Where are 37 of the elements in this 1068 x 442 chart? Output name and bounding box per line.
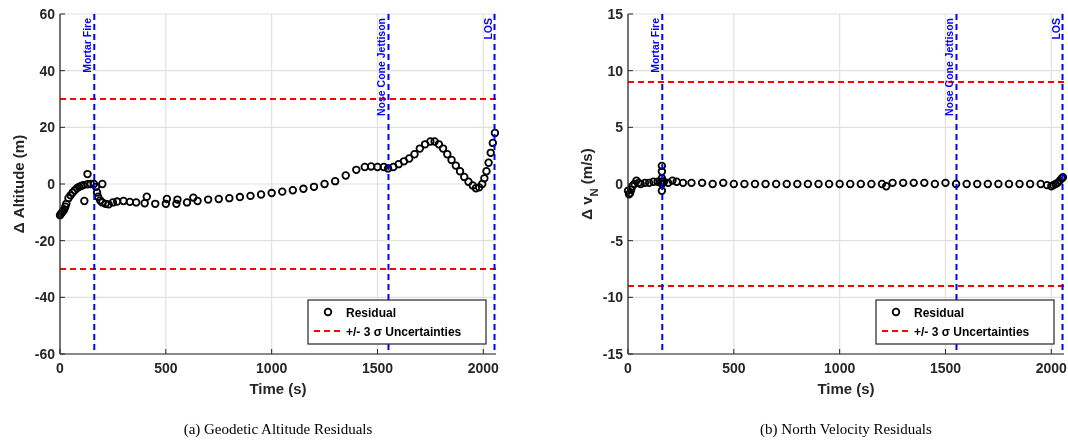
x-tick-label: 2000 [1035,360,1068,376]
ref-line-label: Mortar Fire [649,17,662,73]
x-tick-label: 500 [722,360,746,376]
y-tick-label: -10 [602,289,624,306]
y-tick-label: 60 [39,6,56,22]
legend-label: Residual [914,306,965,320]
y-tick-label: 10 [607,62,624,79]
x-tick-label: 500 [154,360,178,376]
text: (a) Geodetic Altitude Residuals [183,421,373,438]
y-tick-label: 40 [39,62,56,79]
y-tick-label: 0 [47,176,56,192]
x-axis-title: Time (s) [249,380,307,397]
y-tick-label: -20 [34,232,56,249]
y-axis-title: Δ Altitude (m) [10,134,27,234]
ref-line-label: LOS [1049,18,1062,40]
ref-line-label: Mortar Fire [81,17,94,73]
y-tick-label: -60 [34,346,56,362]
x-tick-label: 1000 [824,360,856,376]
y-tick-label: -5 [610,232,624,249]
x-axis-title: Time (s) [817,380,875,397]
y-tick-label: 5 [615,119,624,136]
x-tick-label: 1500 [929,360,962,376]
y-tick-label: 15 [607,6,624,22]
ref-line-label: Nose Cone Jettison [375,18,388,117]
y-tick-label: 20 [39,119,56,136]
text: (b) North Velocity Residuals [760,421,933,438]
legend-label: Residual [346,306,397,320]
x-tick-label: 1500 [361,360,394,376]
y-tick-label: -40 [34,289,56,306]
ref-line-label: Nose Cone Jettison [943,18,956,117]
y-tick-label: -15 [602,346,624,362]
y-tick-label: 0 [615,176,624,192]
legend-label: +/- 3 σ Uncertainties [346,325,462,339]
legend-label: +/- 3 σ Uncertainties [914,325,1030,339]
x-tick-label: 1000 [256,360,288,376]
ref-line-label: LOS [481,18,494,40]
x-tick-label: 2000 [467,360,500,376]
